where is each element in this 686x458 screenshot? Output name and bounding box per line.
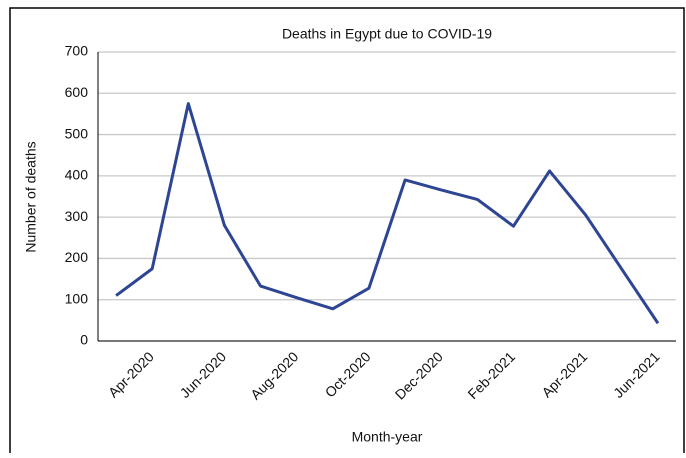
x-tick-label: Jun-2020 <box>177 348 230 401</box>
y-tick-label: 200 <box>65 249 89 265</box>
y-tick-label: 500 <box>65 125 89 141</box>
x-tick-label: Aug-2020 <box>247 348 301 402</box>
x-tick-label: Apr-2021 <box>538 348 590 400</box>
x-tick-label: Dec-2020 <box>392 348 446 402</box>
y-tick-label: 400 <box>65 167 89 183</box>
y-tick-label: 600 <box>65 84 89 100</box>
frame <box>9 7 685 458</box>
chart-title: Deaths in Egypt due to COVID-19 <box>282 26 492 42</box>
x-tick-label: Apr-2020 <box>105 348 157 400</box>
x-tick-label: Oct-2020 <box>322 348 374 400</box>
x-axis-label: Month-year <box>352 429 423 445</box>
y-tick-label: 0 <box>80 332 88 348</box>
x-tick-label: Feb-2021 <box>464 348 518 402</box>
y-tick-label: 700 <box>65 43 89 59</box>
x-tick-label: Jun-2021 <box>610 348 663 401</box>
line-series <box>115 102 660 325</box>
y-tick-label: 300 <box>65 208 89 224</box>
y-axis-label: Number of deaths <box>23 141 39 252</box>
y-tick-label: 100 <box>65 290 89 306</box>
